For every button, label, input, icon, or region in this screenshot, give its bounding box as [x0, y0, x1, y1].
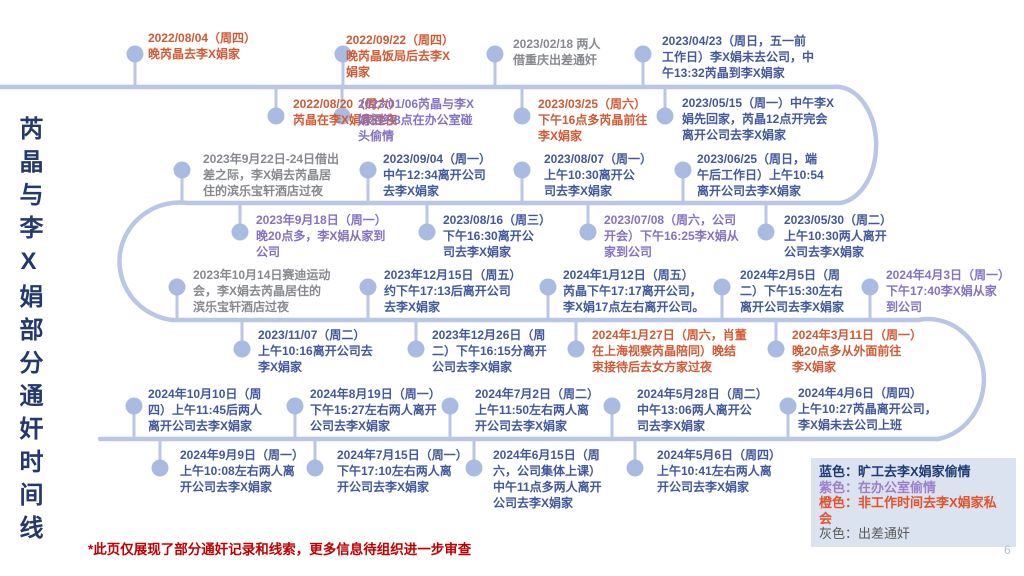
event-label: 2023/09/04（周一） 中午12:34离开公司 去李X娟家 — [383, 152, 492, 198]
event-label: 2023/08/07（周一） 上午10:30离开公 司去李X娟家 — [544, 152, 653, 198]
timeline-node — [579, 223, 597, 241]
event-label: 2023年10月14日赛迪运动 会，李X娟去芮晶居住的 滨乐宝轩酒店过夜 — [193, 268, 331, 314]
timeline-node — [757, 223, 775, 241]
timeline-node — [513, 161, 531, 179]
legend-item: 橙色：非工作时间去李X娟家私会 — [819, 495, 997, 526]
event-label: 2024年9月9日（周一） 上午10:08左右两人离 开公司去李X娟家 — [180, 448, 305, 494]
page-title: 芮晶与李X娟部分通奸时间线 — [15, 116, 42, 548]
event-label: 2023/01/06芮晶与李X 娟相约8点在办公室碰 头偷情 — [358, 97, 475, 143]
footnote: *此页仅展现了部分通奸记录和线索，更多信息待组织进一步审查 — [88, 542, 472, 557]
event-label: 2023年12月26日（周 二）下午16:15分离开 公司去李X娟家 — [432, 328, 547, 374]
event-label: 2022/08/20（周六） 芮晶在李X娟家过夜 — [293, 97, 402, 127]
event-label: 2023年12月15日（周五） 约下午17:13后离开公司 去李X娟家 — [384, 268, 522, 314]
event-label: 2024年3月11日（周一） 晚20点多从外面前往 李X娟家 — [792, 328, 923, 374]
event-label: 2023/05/15（周一）中午李X 娟先回家，芮晶12点开完会 离开公司去李X娟家 — [682, 96, 835, 142]
timeline-node — [418, 223, 436, 241]
timeline-node — [125, 397, 143, 415]
event-label: 2024年5月6日（周四） 上午10:41左右两人离 开公司去李X娟家 — [657, 448, 782, 494]
event-label: 2024年7月2日（周二） 上午11:50左右两人离 开公司去李X娟家 — [475, 387, 600, 433]
timeline-node — [603, 397, 621, 415]
event-label: 2023/08/16（周三） 下午16:30离开公 司去李X娟家 — [443, 213, 552, 259]
timeline-node — [441, 397, 459, 415]
event-label: 2022/08/04（周四） 晚芮晶去李X娟家 — [148, 31, 257, 61]
timeline-node — [151, 459, 169, 477]
timeline-node — [173, 161, 191, 179]
timeline-node — [359, 161, 377, 179]
event-label: 2023年9月18日（周一） 晚20点多，李X娟从家到 公司 — [256, 213, 387, 259]
timeline-node — [861, 278, 879, 296]
event-label: 2024年1月12日（周五） 芮晶下午17:17离开公司， 李X娟17点左右离开公司… — [563, 268, 705, 314]
event-label: 2023/06/25（周日，端 午后工作日）上午10:54 离开公司去李X娟家 — [697, 152, 824, 198]
event-label: 2023/02/18 两人 借重庆出差通奸 — [513, 37, 601, 67]
timeline-path — [0, 84, 987, 442]
timeline-node — [306, 459, 324, 477]
event-label: 2023/03/25（周六） 下午16点多芮晶前往 李X娟家 — [538, 97, 648, 143]
timeline-node — [126, 45, 144, 63]
event-label: 2024年10月10日（周 四）上午11:45后两人 离开公司去李X娟家 — [148, 387, 263, 433]
event-label: 2024年7月15日（周一） 下午17:10左右两人离 开公司去李X娟家 — [337, 448, 468, 494]
legend: 蓝色：旷工去李X娟家偷情 紫色：在办公室偷情 橙色：非工作时间去李X娟家私会 灰色：出… — [811, 458, 1016, 547]
timeline-node — [333, 107, 351, 125]
event-label: 2023/11/07（周二） 上午10:16离开公司去 李X娟家 — [258, 328, 373, 374]
event-label: 2024年6月15日（周 六，公司集体上课） 中午11点多两人离开 公司去李X娟家 — [493, 448, 602, 510]
timeline-node — [626, 459, 644, 477]
timeline-node — [713, 278, 731, 296]
event-label: 2024年4月6日（周四） 上午10:27芮晶离开公司， 李X娟未去公司上班 — [798, 386, 937, 432]
legend-item: 蓝色：旷工去李X娟家偷情 — [819, 464, 971, 479]
timeline-node — [767, 340, 785, 358]
event-label: 2023/04/23（周日，五一前 工作日）李X娟未去公司，中 午13:32芮晶到李… — [662, 34, 815, 80]
timeline-node — [674, 161, 692, 179]
event-label: 2023/07/08（周六，公司 开会）下午16:25李X娟从 家到公司 — [604, 213, 739, 259]
timeline-node — [779, 397, 797, 415]
event-label: 2024年5月28日（周二） 中午13:06两人离开公 司去李X娟家 — [637, 387, 768, 433]
timeline-node — [231, 223, 249, 241]
timeline-node — [486, 45, 504, 63]
timeline-node — [286, 397, 304, 415]
timeline-node — [233, 340, 251, 358]
legend-item: 灰色：出差通奸 — [819, 526, 911, 541]
timeline-node — [168, 278, 186, 296]
timeline-node — [359, 278, 377, 296]
timeline-node — [407, 340, 425, 358]
event-label: 2024年2月5日（周 二）下午15:30左右 离开公司去李X娟家 — [740, 268, 845, 314]
event-label: 2024年8月19日（周一） 下午15:27左右两人离开 公司去李X娟家 — [310, 387, 441, 433]
event-label: 2024年4月3日（周一） 下午17:40李X娟从家 到公司 — [886, 268, 1011, 314]
timeline-node — [334, 45, 352, 63]
timeline-node — [513, 107, 531, 125]
timeline-node — [267, 107, 285, 125]
timeline-node — [567, 340, 585, 358]
event-label: 2024年1月27日（周六，肖董 在上海视察芮晶陪同）晚结 束接待后去女方家过夜 — [592, 328, 747, 374]
event-label: 2022/09/22（周四） 晚芮晶饭局后去李X 娟家 — [346, 33, 455, 79]
timeline-node — [634, 45, 652, 63]
timeline-node — [656, 107, 674, 125]
event-label: 2023年9月22日-24日借出 差之际，李X娟去芮晶居 住的滨乐宝轩酒店过夜 — [203, 152, 340, 198]
timeline-node — [465, 459, 483, 477]
timeline-node — [539, 278, 557, 296]
legend-item: 紫色：在办公室偷情 — [819, 479, 937, 495]
event-label: 2023/05/30（周二） 上午10:30两人离开 公司去李X娟家 — [784, 213, 893, 259]
page-number: 6 — [1004, 543, 1011, 557]
